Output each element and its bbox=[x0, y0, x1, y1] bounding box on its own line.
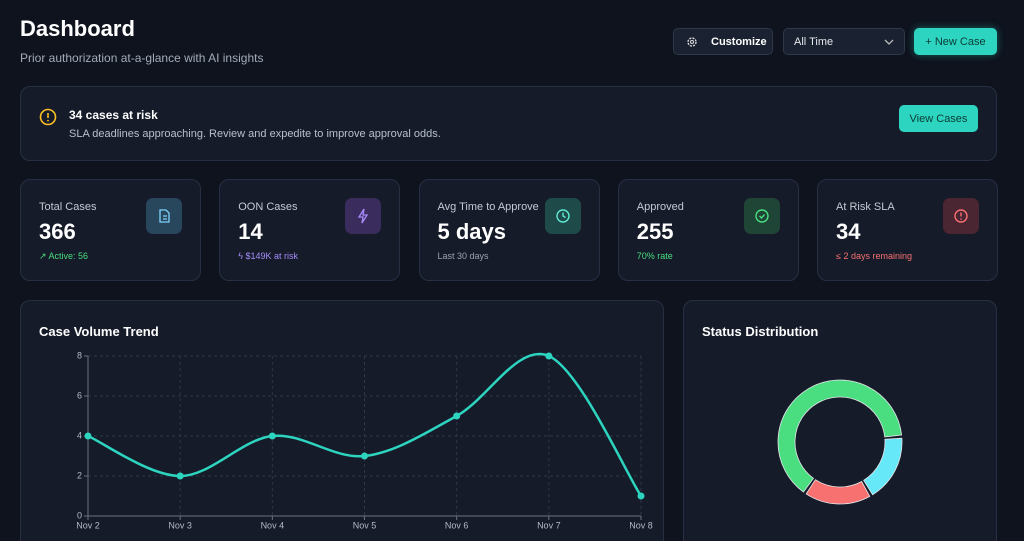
data-point bbox=[268, 432, 276, 440]
note-text: Last 30 days bbox=[437, 251, 489, 261]
warning-icon bbox=[39, 108, 57, 126]
select-label: All Time bbox=[794, 35, 834, 48]
button-label: Customize bbox=[711, 35, 767, 48]
stat-value: 255 bbox=[636, 219, 674, 244]
x-tick-label: Nov 2 bbox=[76, 520, 100, 530]
gear-icon bbox=[687, 36, 697, 47]
icon-glyph bbox=[755, 209, 769, 223]
data-point bbox=[453, 412, 461, 420]
data-point bbox=[637, 492, 645, 500]
alert-title: 34 cases at risk bbox=[69, 108, 158, 122]
data-point bbox=[84, 432, 92, 440]
stat-label: Total Cases bbox=[39, 201, 97, 213]
stat-value: 366 bbox=[39, 219, 76, 244]
stat-value: 5 days bbox=[437, 219, 507, 244]
alert-card: 34 cases at risk SLA deadlines approachi… bbox=[20, 86, 997, 161]
x-tick-label: Nov 6 bbox=[445, 520, 469, 530]
chart-title: Status Distribution bbox=[702, 324, 819, 339]
page-subtitle: Prior authorization at-a-glance with AI … bbox=[20, 51, 264, 65]
donut-segment bbox=[777, 379, 903, 493]
stat-card: OON Cases 14 ϟ $149K at risk bbox=[219, 179, 401, 281]
y-tick-label: 0 bbox=[77, 510, 82, 520]
alert-text: SLA deadlines approaching. Review and ex… bbox=[69, 128, 441, 140]
stat-value: 34 bbox=[836, 219, 861, 244]
view-cases-button[interactable]: View Cases bbox=[899, 105, 978, 132]
y-tick-label: 8 bbox=[77, 350, 82, 360]
stat-note: ϟ $149K at risk bbox=[238, 251, 298, 261]
stat-icon bbox=[345, 198, 382, 234]
note-text: 70% rate bbox=[636, 251, 673, 261]
stat-note: ≤ 2 days remaining bbox=[836, 251, 912, 261]
stat-note: 70% rate bbox=[637, 251, 673, 261]
icon-glyph bbox=[159, 209, 170, 223]
x-tick-label: Nov 8 bbox=[629, 520, 653, 530]
stat-card: Total Cases 366 ↗ Active: 56 bbox=[20, 179, 201, 281]
chart-title: Case Volume Trend bbox=[39, 324, 159, 339]
donut-segment bbox=[863, 437, 903, 496]
stat-note: ↗ Active: 56 bbox=[39, 251, 88, 262]
note-text: Active: 56 bbox=[48, 251, 89, 261]
new-case-button[interactable]: + New Case bbox=[914, 28, 997, 55]
data-point bbox=[176, 472, 184, 480]
x-tick-label: Nov 3 bbox=[168, 520, 192, 530]
time-range-select[interactable]: All Time bbox=[783, 28, 905, 55]
note-icon: ↗ bbox=[39, 251, 49, 261]
icon-glyph bbox=[954, 209, 968, 223]
stat-card: At Risk SLA 34 ≤ 2 days remaining bbox=[817, 179, 998, 281]
x-tick-label: Nov 4 bbox=[261, 520, 285, 530]
stat-icon bbox=[544, 198, 581, 234]
donut-segment bbox=[805, 479, 871, 505]
customize-button[interactable]: Customize bbox=[673, 28, 773, 55]
stat-icon bbox=[146, 198, 182, 234]
stat-card: Avg Time to Approve 5 days Last 30 days bbox=[418, 179, 600, 281]
stat-label: At Risk SLA bbox=[836, 201, 895, 213]
y-tick-label: 4 bbox=[77, 430, 82, 440]
y-tick-label: 2 bbox=[77, 470, 82, 480]
stat-value: 14 bbox=[238, 219, 263, 244]
stat-label: OON Cases bbox=[238, 201, 298, 213]
note-text: $149K at risk bbox=[245, 251, 299, 261]
stat-card: Approved 255 70% rate bbox=[617, 179, 799, 281]
note-text: ≤ 2 days remaining bbox=[836, 251, 912, 261]
trend-card: Case Volume Trend bbox=[20, 300, 664, 541]
stat-note: Last 30 days bbox=[438, 251, 489, 261]
x-tick-label: Nov 7 bbox=[537, 520, 561, 530]
data-point bbox=[361, 452, 368, 460]
y-tick-label: 6 bbox=[77, 390, 82, 400]
note-icon: ϟ bbox=[238, 251, 246, 261]
stat-label: Avg Time to Approve bbox=[437, 201, 539, 213]
icon-glyph bbox=[555, 209, 570, 223]
stat-icon bbox=[743, 198, 780, 234]
data-point bbox=[545, 352, 553, 360]
stat-label: Approved bbox=[636, 201, 684, 213]
x-tick-label: Nov 5 bbox=[353, 520, 377, 530]
stat-icon bbox=[943, 198, 979, 234]
icon-glyph bbox=[358, 208, 369, 224]
chevron-icon bbox=[884, 39, 894, 45]
page-title: Dashboard bbox=[20, 16, 135, 41]
